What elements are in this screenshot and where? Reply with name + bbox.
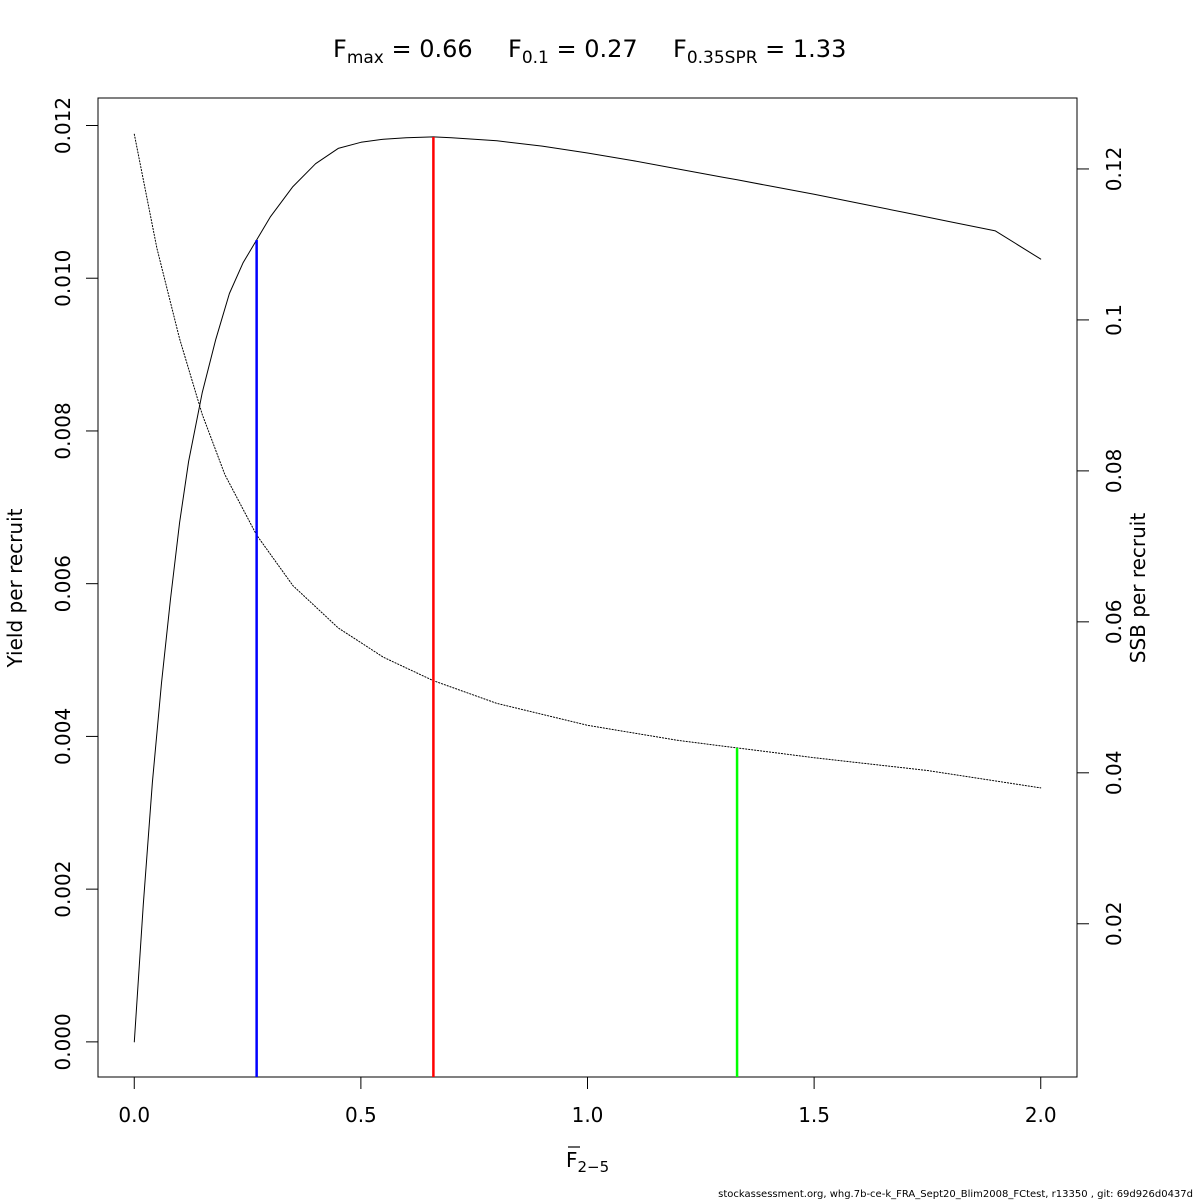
title-fmax: Fmax = 0.66 — [333, 35, 473, 68]
y-left-axis: 0.000 0.002 0.004 0.006 0.008 0.010 0.012 — [51, 97, 98, 1071]
y-right-tick-label: 0.06 — [1102, 600, 1126, 645]
y-left-tick-label: 0.010 — [51, 250, 75, 307]
x-tick-label: 0.0 — [118, 1103, 150, 1127]
x-axis: 0.0 0.5 1.0 1.5 2.0 — [118, 1077, 1057, 1127]
y-left-tick-label: 0.012 — [51, 97, 75, 154]
y-right-tick-label: 0.02 — [1102, 902, 1126, 947]
y-left-tick-label: 0.008 — [51, 402, 75, 459]
yield-per-recruit-line — [133, 136, 1042, 1043]
y-right-axis: 0.02 0.04 0.06 0.08 0.1 0.12 — [1077, 147, 1126, 946]
title-f035spr: F0.35SPR = 1.33 — [673, 35, 846, 68]
x-tick-label: 1.0 — [572, 1103, 604, 1127]
series-layer — [133, 133, 1042, 1043]
y-right-tick-label: 0.12 — [1102, 147, 1126, 192]
plot-frame — [97, 97, 1078, 1078]
x-tick-label: 0.5 — [345, 1103, 377, 1127]
chart-title: Fmax = 0.66 F0.1 = 0.27 F0.35SPR = 1.33 — [333, 35, 846, 68]
y-right-axis-label: SSB per recruit — [1126, 513, 1150, 664]
y-left-tick-label: 0.000 — [51, 1013, 75, 1070]
y-right-tick-label: 0.1 — [1102, 304, 1126, 336]
svg-text:F2−5: F2−5 — [566, 1148, 609, 1176]
y-left-axis-label: Yield per recruit — [3, 508, 27, 668]
x-tick-label: 2.0 — [1025, 1103, 1057, 1127]
x-tick-label: 1.5 — [798, 1103, 830, 1127]
y-right-tick-label: 0.04 — [1102, 751, 1126, 796]
y-left-tick-label: 0.006 — [51, 555, 75, 612]
title-f01: F0.1 = 0.27 — [508, 35, 638, 68]
y-right-tick-label: 0.08 — [1102, 449, 1126, 494]
y-left-tick-label: 0.004 — [51, 708, 75, 765]
reference-lines — [255, 136, 739, 1077]
y-left-tick-label: 0.002 — [51, 861, 75, 918]
x-axis-label: F2−5 — [566, 1146, 609, 1176]
footer-text: stockassessment.org, whg.7b-ce-k_FRA_Sep… — [718, 1189, 1193, 1200]
ssb-per-recruit-line — [133, 133, 1042, 789]
